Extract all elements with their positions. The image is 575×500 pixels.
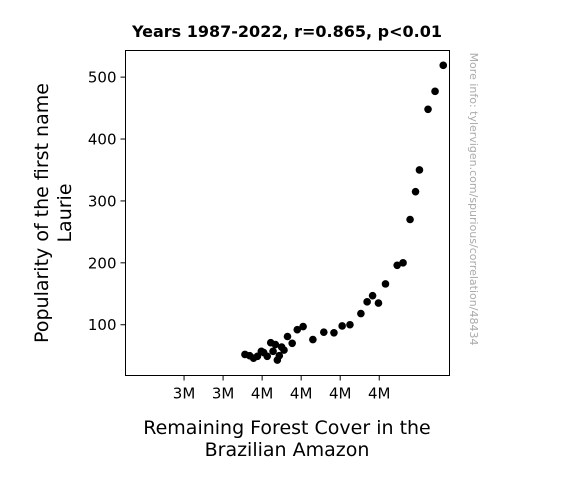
data-point [283, 332, 292, 341]
x-tick-label: 4M [251, 385, 274, 403]
data-point [273, 356, 282, 364]
data-point [411, 187, 420, 196]
data-point [393, 261, 401, 270]
data-point [330, 328, 338, 337]
data-point [399, 259, 407, 267]
y-tick-label: 300 [88, 192, 117, 210]
y-tick-label: 200 [88, 254, 117, 272]
data-point [439, 61, 448, 70]
x-axis-label-line-2: Brazilian Amazon [205, 439, 370, 461]
x-axis-label-line-1: Remaining Forest Cover in the [143, 417, 431, 439]
data-point [288, 339, 296, 348]
plot-area [125, 50, 450, 376]
data-point [415, 166, 424, 174]
data-point [357, 309, 365, 318]
data-point [320, 328, 328, 336]
watermark-text: More info: tylervigen.com/spurious/corre… [467, 53, 480, 346]
y-tick-label: 500 [88, 69, 117, 87]
y-axis: 100 200 300 400 500 [88, 69, 126, 334]
data-point [277, 343, 286, 351]
chart-title: Years 1987-2022, r=0.865, p<0.01 [131, 22, 442, 41]
data-point [363, 298, 371, 306]
data-point [374, 299, 383, 307]
x-axis: 3M 3M 4M 4M 4M 4M [173, 375, 391, 403]
y-tick-label: 400 [88, 131, 117, 149]
data-point [424, 105, 432, 114]
x-tick-label: 4M [290, 385, 313, 403]
y-axis-label-line-2: Laurie [54, 183, 76, 242]
data-point [381, 280, 390, 288]
data-point [406, 215, 414, 224]
data-point [241, 350, 249, 359]
data-point [338, 322, 346, 330]
data-points [241, 61, 448, 364]
data-point [346, 320, 354, 329]
data-point [309, 335, 317, 344]
data-point [299, 322, 307, 331]
x-tick-label: 4M [368, 385, 391, 403]
data-point [269, 347, 277, 356]
y-axis-label-line-1: Popularity of the first name [31, 83, 53, 343]
x-tick-label: 4M [329, 385, 352, 403]
data-point [266, 338, 275, 347]
data-point [293, 325, 302, 334]
x-tick-label: 3M [173, 385, 196, 403]
data-point [368, 291, 377, 300]
data-point [431, 87, 439, 96]
y-tick-label: 100 [88, 316, 117, 334]
x-tick-label: 3M [212, 385, 235, 403]
